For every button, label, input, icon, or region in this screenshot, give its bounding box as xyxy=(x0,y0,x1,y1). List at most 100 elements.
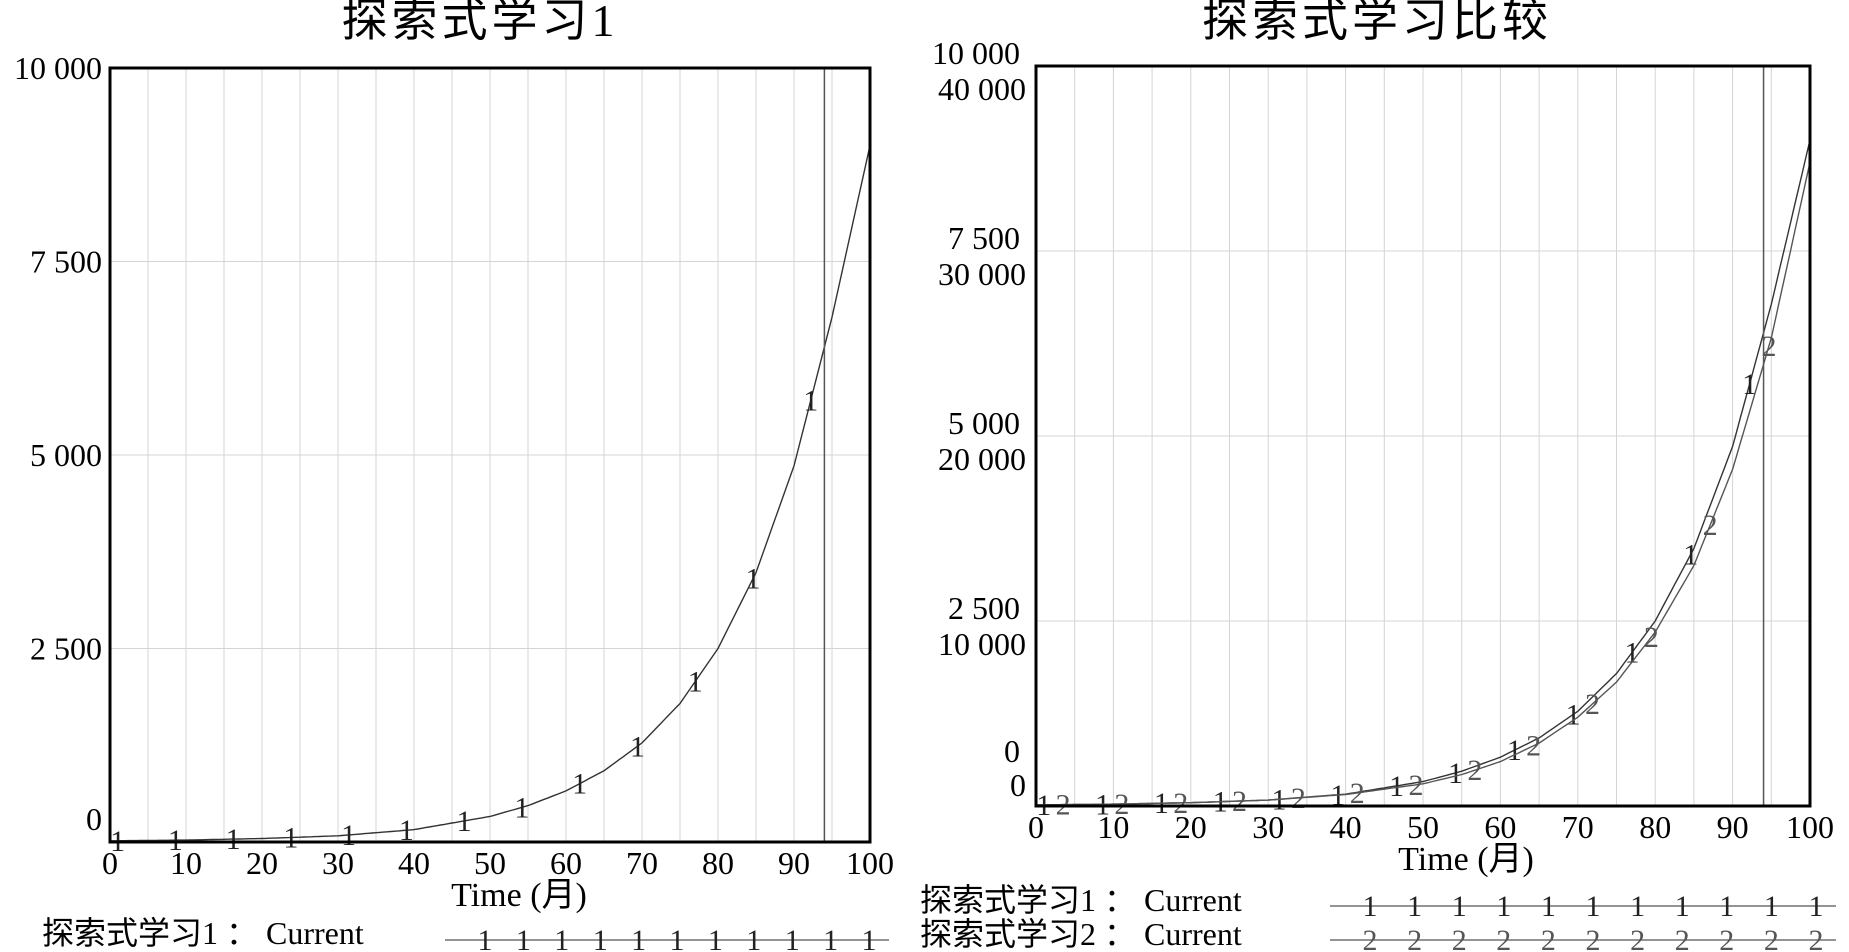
legend-marker-1: 1 xyxy=(823,924,838,952)
x-tick-label: 70 xyxy=(626,845,658,881)
x-tick-label: 20 xyxy=(246,845,278,881)
left-chart-frame xyxy=(108,66,872,844)
legend-marker-1: 1 xyxy=(1363,890,1378,923)
legend-marker-1: 1 xyxy=(1719,890,1734,923)
series-marker-2: 2 xyxy=(1350,777,1365,810)
series-marker-1: 1 xyxy=(226,823,241,856)
left-chart-y-ticks: 0 2 500 5 000 7 500 10 000 xyxy=(14,50,102,837)
x-tick-label: 10 xyxy=(1097,809,1129,845)
legend-marker-1: 1 xyxy=(1764,890,1779,923)
series-marker-2: 2 xyxy=(1703,509,1718,542)
legend-marker-1: 1 xyxy=(593,924,608,952)
x-tick-label: 50 xyxy=(1407,809,1439,845)
series-marker-1: 1 xyxy=(1683,538,1698,571)
left-chart-x-axis-label: Time (月) xyxy=(451,877,587,914)
legend-marker-2: 2 xyxy=(1764,924,1779,952)
right-legend-label-2: 探索式学习2 ： Current xyxy=(920,916,1242,952)
y-tick-label: 0 xyxy=(86,801,102,837)
legend-marker-2: 2 xyxy=(1630,924,1645,952)
legend-marker-1: 1 xyxy=(1496,890,1511,923)
legend-marker-2: 2 xyxy=(1496,924,1511,952)
right-legend-label-1: 探索式学习1 ： Current xyxy=(920,882,1242,918)
series-marker-2: 2 xyxy=(1291,782,1306,815)
y-tick-label: 5 000 xyxy=(30,437,102,473)
series-marker-2: 2 xyxy=(1232,785,1247,818)
y-tick-label: 10 000 xyxy=(14,50,102,86)
x-tick-label: 0 xyxy=(1028,809,1044,845)
right-chart-x-axis-label: Time (月) xyxy=(1398,841,1534,878)
series-line-2 xyxy=(1036,162,1811,806)
legend-marker-1: 1 xyxy=(670,924,685,952)
legend-marker-2: 2 xyxy=(1363,924,1378,952)
right-chart-frame xyxy=(1034,64,1812,808)
series-marker-2: 2 xyxy=(1526,730,1541,763)
series-marker-2: 2 xyxy=(1114,788,1129,821)
series-marker-2: 2 xyxy=(1467,754,1482,787)
x-tick-label: 50 xyxy=(474,845,506,881)
legend-marker-1: 1 xyxy=(708,924,723,952)
legend-marker-1: 1 xyxy=(554,924,569,952)
legend-marker-1: 1 xyxy=(862,924,877,952)
legend-marker-1: 1 xyxy=(746,924,761,952)
left-chart-title: 探索式学习1 xyxy=(342,0,619,46)
y-tick-label-axis-2: 20 000 xyxy=(938,441,1026,477)
series-marker-1: 1 xyxy=(399,814,414,847)
legend-marker-1: 1 xyxy=(1407,890,1422,923)
right-chart-x-ticks: 0 10 20 30 40 50 60 70 80 90 100 xyxy=(1028,809,1834,845)
x-tick-label: 100 xyxy=(1786,809,1834,845)
series-marker-1: 1 xyxy=(1742,368,1757,401)
series-marker-1: 1 xyxy=(1566,698,1581,731)
x-tick-label: 30 xyxy=(322,845,354,881)
legend-marker-2: 2 xyxy=(1586,924,1601,952)
legend-marker-2: 2 xyxy=(1541,924,1556,952)
legend-marker-1: 1 xyxy=(1586,890,1601,923)
right-chart-y-ticks: 0 2 500 5 000 7 500 10 000 0 10 000 20 000 30 00… xyxy=(932,35,1026,803)
legend-marker-2: 2 xyxy=(1452,924,1467,952)
legend-marker-1: 1 xyxy=(631,924,646,952)
left-chart-grid xyxy=(110,68,870,842)
y-tick-label: 2 500 xyxy=(30,631,102,667)
right-chart-grid xyxy=(1036,66,1810,806)
x-tick-label: 80 xyxy=(702,845,734,881)
series-marker-1: 1 xyxy=(1507,734,1522,767)
y-tick-label-axis-1: 10 000 xyxy=(932,35,1020,71)
x-tick-label: 80 xyxy=(1639,809,1671,845)
x-tick-label: 60 xyxy=(1484,809,1516,845)
legend-marker-1: 1 xyxy=(1675,890,1690,923)
legend-marker-1: 1 xyxy=(1452,890,1467,923)
x-tick-label: 60 xyxy=(550,845,582,881)
x-tick-label: 70 xyxy=(1562,809,1594,845)
legend-marker-2: 2 xyxy=(1719,924,1734,952)
series-marker-1: 1 xyxy=(457,805,472,838)
legend-marker-1: 1 xyxy=(1541,890,1556,923)
x-tick-label: 20 xyxy=(1175,809,1207,845)
series-marker-2: 2 xyxy=(1409,769,1424,802)
left-chart-x-ticks: 0 10 20 30 40 50 60 70 80 90 100 xyxy=(102,845,894,881)
x-tick-label: 40 xyxy=(398,845,430,881)
legend-marker-2: 2 xyxy=(1675,924,1690,952)
series-marker-2: 2 xyxy=(1761,330,1776,363)
y-tick-label-axis-1: 5 000 xyxy=(948,405,1020,441)
series-marker-2: 2 xyxy=(1644,621,1659,654)
series-marker-1: 1 xyxy=(745,563,760,596)
y-tick-label-axis-1: 7 500 xyxy=(948,220,1020,256)
series-marker-2: 2 xyxy=(1585,688,1600,721)
legend-marker-1: 1 xyxy=(785,924,800,952)
legend-marker-1: 1 xyxy=(1809,890,1824,923)
series-marker-1: 1 xyxy=(803,384,818,417)
series-marker-2: 2 xyxy=(1173,787,1188,820)
series-marker-1: 1 xyxy=(630,730,645,763)
x-tick-label: 30 xyxy=(1252,809,1284,845)
y-tick-label-axis-2: 0 xyxy=(1010,767,1026,803)
legend-marker-2: 2 xyxy=(1809,924,1824,952)
y-tick-label-axis-2: 10 000 xyxy=(938,626,1026,662)
x-tick-label: 0 xyxy=(102,845,118,881)
legend-marker-1: 1 xyxy=(1630,890,1645,923)
series-line-1 xyxy=(110,145,871,842)
series-marker-1: 1 xyxy=(572,768,587,801)
